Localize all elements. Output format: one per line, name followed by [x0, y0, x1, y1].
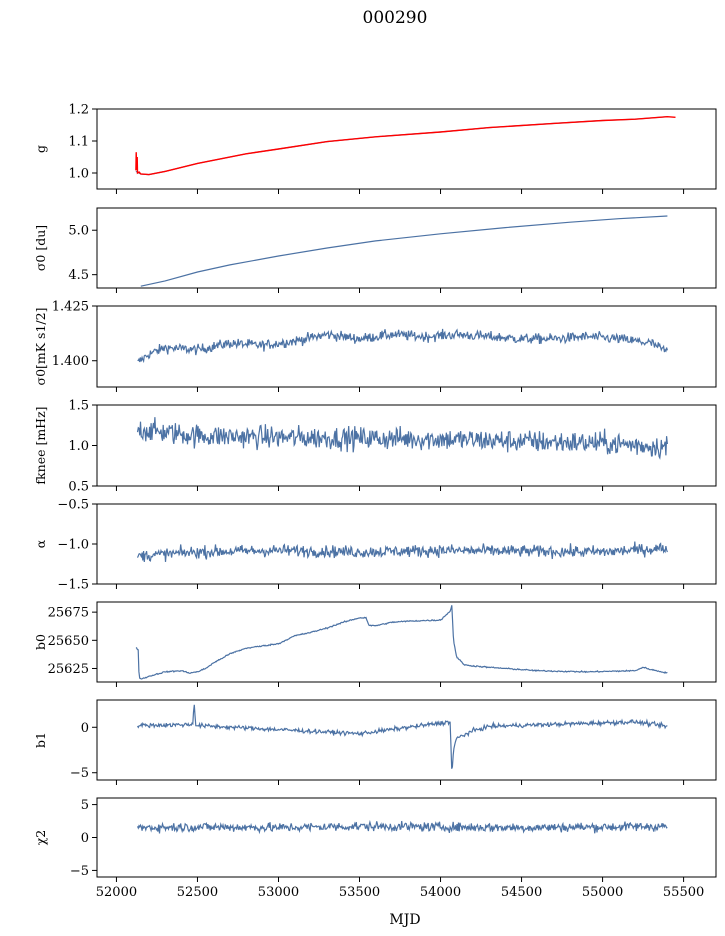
panel-g: 1.0 1.1 1.2 g: [33, 103, 717, 194]
plot-frame: [96, 108, 717, 190]
plot-frame: [96, 601, 717, 683]
y-tick-label: −5: [70, 864, 89, 879]
y-tick-label: −1.5: [57, 578, 89, 593]
y-axis-label: χ2: [33, 830, 48, 846]
y-tick-label: 1.1: [68, 135, 89, 150]
y-axis-label: σ0[mK s1/2]: [33, 308, 48, 386]
plot-frame: [96, 404, 717, 487]
panel-alpha: −1.5 −1.0 −0.5 α: [33, 498, 717, 593]
x-tick-label: 55000: [582, 885, 623, 900]
series-line-g-1: [135, 115, 676, 176]
y-tick-label: 0.5: [68, 480, 89, 495]
y-axis-label: b0: [33, 634, 48, 650]
y-tick-label: 25650: [48, 634, 89, 649]
y-tick-label: 25675: [48, 606, 89, 621]
series-line-alpha-0: [136, 541, 668, 563]
panel-sigma0-du: 4.5 5.0 σ0 [du]: [33, 207, 717, 293]
y-axis-label: α: [33, 539, 48, 548]
plot-frame: [96, 503, 717, 585]
y-axis-label: b1: [33, 732, 48, 748]
y-tick-label: 25625: [48, 662, 89, 677]
y-tick-label: 1.0: [68, 167, 89, 182]
x-tick-label: 54500: [501, 885, 542, 900]
x-tick-label: 53000: [258, 885, 299, 900]
series-line-g-0: [135, 116, 668, 176]
y-tick-label: 1.425: [52, 300, 89, 315]
plot-frame: [96, 699, 717, 781]
series-line-sigma0-du-0: [140, 215, 668, 287]
series-line-b1-0: [136, 704, 668, 769]
y-tick-label: 0: [81, 721, 89, 736]
series-line-fknee-0: [136, 417, 668, 460]
y-tick-label: −0.5: [57, 498, 89, 513]
x-tick-label: 54000: [420, 885, 461, 900]
panel-chi2: −5 0 5 52000 52500 53000 53500 54000 54500 55000 5…: [33, 797, 717, 900]
plot-frame: [96, 207, 717, 289]
x-tick-label: 55500: [663, 885, 704, 900]
series-line-chi2-0: [136, 819, 668, 835]
y-tick-label: 1.400: [52, 354, 89, 369]
y-tick-label: 1.2: [68, 103, 89, 118]
x-tick-label: 52500: [177, 885, 218, 900]
y-axis-label: σ0 [du]: [33, 225, 48, 271]
x-tick-label: 53500: [339, 885, 380, 900]
panels: 1.0 1.1 1.2 g 4.5 5.0 σ0 [du] 1.400 1.425 σ0[mK s…: [33, 103, 717, 900]
y-tick-label: 5: [81, 798, 89, 813]
y-tick-label: 4.5: [68, 268, 89, 283]
y-tick-label: 1.0: [68, 439, 89, 454]
y-axis-label: fknee [mHz]: [33, 406, 48, 484]
plot-frame: [96, 305, 717, 388]
y-tick-label: 0: [81, 831, 89, 846]
x-axis-label: MJD: [389, 912, 420, 928]
series-line-b0-0: [135, 605, 668, 680]
figure-title: 000290: [363, 8, 428, 28]
y-tick-label: −1.0: [57, 538, 89, 553]
panel-fknee: 0.5 1.0 1.5 fknee [mHz]: [33, 399, 717, 495]
plot-frame: [96, 797, 717, 878]
panel-b1: −5 0 b1: [33, 699, 717, 785]
x-tick-label: 52000: [96, 885, 137, 900]
y-axis-label: g: [33, 145, 48, 153]
y-tick-label: 1.5: [68, 399, 89, 414]
series-line-sigma0-mk-0: [137, 328, 668, 364]
y-tick-label: 5.0: [68, 224, 89, 239]
panel-sigma0-mk: 1.400 1.425 σ0[mK s1/2]: [33, 300, 717, 392]
y-tick-label: −5: [70, 766, 89, 781]
